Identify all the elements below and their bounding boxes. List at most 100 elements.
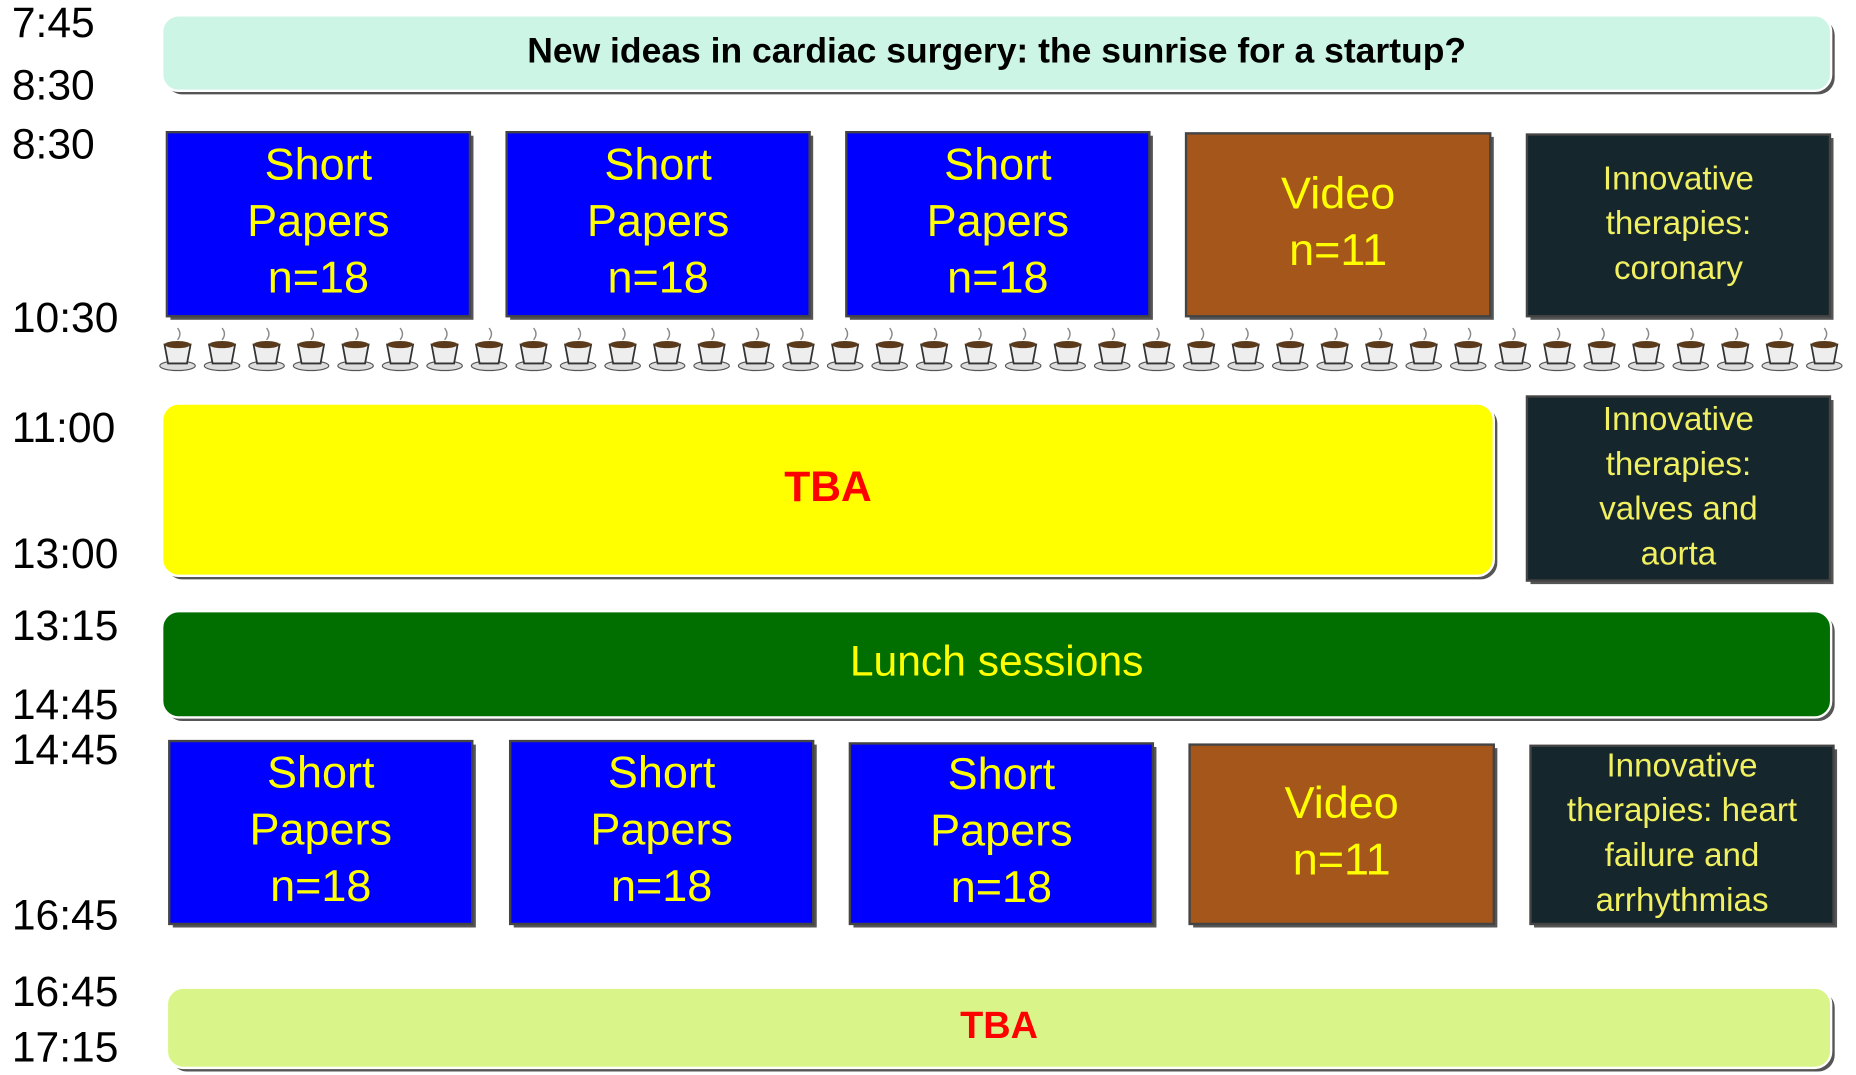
block-text: Short xyxy=(267,747,375,798)
steam xyxy=(800,327,804,341)
coffee-cup xyxy=(515,327,552,372)
time-label: 14:45 xyxy=(12,726,119,774)
steam xyxy=(844,327,849,341)
steam xyxy=(1645,327,1650,341)
coffee xyxy=(832,341,859,349)
block-text: n=18 xyxy=(270,860,371,911)
steam xyxy=(176,327,181,341)
coffee xyxy=(1232,341,1259,349)
session-block: Innovative therapies: heart failure and arr… xyxy=(1529,744,1838,928)
coffee xyxy=(698,341,725,349)
block-text: Innovative xyxy=(1603,401,1754,438)
coffee xyxy=(1588,341,1615,349)
block-text: Papers xyxy=(927,195,1070,246)
coffee-cup xyxy=(1138,327,1176,372)
steam xyxy=(1690,327,1694,341)
steam xyxy=(1823,327,1828,341)
coffee-cup xyxy=(693,327,730,372)
coffee-cup xyxy=(604,327,641,372)
coffee-cup xyxy=(915,327,953,372)
block-text: n=18 xyxy=(268,252,369,303)
block-text: failure and xyxy=(1605,837,1760,874)
block xyxy=(160,610,1833,719)
steam xyxy=(755,327,760,341)
session-block: Lunch sessions xyxy=(160,610,1835,721)
session-block: TBA xyxy=(160,402,1498,580)
steam xyxy=(1378,327,1383,341)
coffee-cup xyxy=(1538,327,1576,372)
coffee xyxy=(1499,341,1526,349)
steam xyxy=(1067,327,1071,341)
block-text: coronary xyxy=(1614,250,1743,287)
block xyxy=(1525,395,1832,582)
coffee xyxy=(609,341,636,349)
coffee xyxy=(431,341,458,349)
coffee-cup xyxy=(1182,327,1220,372)
coffee xyxy=(1677,341,1704,349)
block-text: Short xyxy=(604,138,712,189)
block-text: TBA xyxy=(784,463,872,511)
coffee xyxy=(1811,341,1838,349)
block-text: Short xyxy=(608,747,716,798)
block-text: Papers xyxy=(587,195,730,246)
coffee-cup xyxy=(1583,327,1621,372)
block-text: aorta xyxy=(1641,536,1717,573)
block-text: n=18 xyxy=(947,252,1048,303)
block-text: Short xyxy=(944,138,1052,189)
coffee-cup xyxy=(203,327,241,372)
steam xyxy=(1156,327,1160,341)
time-label: 7:45 xyxy=(12,0,95,47)
block-text: TBA xyxy=(960,1005,1038,1047)
session-block: Innovative therapies: coronary xyxy=(1525,133,1834,320)
coffee xyxy=(921,341,948,349)
block-text: Innovative xyxy=(1603,160,1754,197)
block-text: Short xyxy=(948,748,1056,799)
block-text: therapies: xyxy=(1606,205,1752,242)
coffee-cup xyxy=(782,327,819,372)
time-label: 8:30 xyxy=(12,62,95,110)
time-label: 16:45 xyxy=(12,891,119,939)
session-block: Short Papers n=18 xyxy=(845,130,1153,320)
coffee-cup xyxy=(1049,327,1087,372)
session-block: Video n=11 xyxy=(1184,132,1494,320)
block xyxy=(160,14,1833,93)
block-text: Short xyxy=(265,138,373,189)
time-label: 10:30 xyxy=(12,294,119,342)
coffee-cup xyxy=(1627,327,1665,372)
coffee-cup xyxy=(1805,327,1843,372)
coffee xyxy=(342,341,369,349)
coffee-cup xyxy=(960,327,998,372)
block-text: therapies: heart xyxy=(1567,792,1797,829)
block-text: n=11 xyxy=(1293,834,1391,885)
steam xyxy=(711,327,715,341)
block-text: therapies: xyxy=(1606,446,1752,483)
coffee-cup xyxy=(737,327,775,372)
steam xyxy=(1200,327,1205,341)
coffee-cup xyxy=(1672,327,1710,372)
coffee-cup xyxy=(1093,327,1131,372)
coffee xyxy=(1010,341,1037,349)
time-label: 16:45 xyxy=(12,968,119,1016)
coffee-cup xyxy=(1227,327,1265,372)
coffee-cup xyxy=(337,327,374,372)
steam xyxy=(1245,327,1249,341)
steam xyxy=(355,327,359,341)
steam xyxy=(533,327,537,341)
time-label: 17:15 xyxy=(12,1023,119,1071)
coffee-cup xyxy=(871,327,908,372)
coffee-cup xyxy=(159,327,196,372)
coffee xyxy=(209,341,236,349)
steam xyxy=(978,327,982,341)
coffee xyxy=(1321,341,1348,349)
block-text: n=18 xyxy=(607,252,708,303)
coffee xyxy=(1099,341,1126,349)
time-label: 14:45 xyxy=(12,681,119,729)
steam xyxy=(933,327,938,341)
session-block: Short Papers n=18 xyxy=(505,130,814,320)
block xyxy=(505,130,811,318)
coffee xyxy=(253,341,280,349)
